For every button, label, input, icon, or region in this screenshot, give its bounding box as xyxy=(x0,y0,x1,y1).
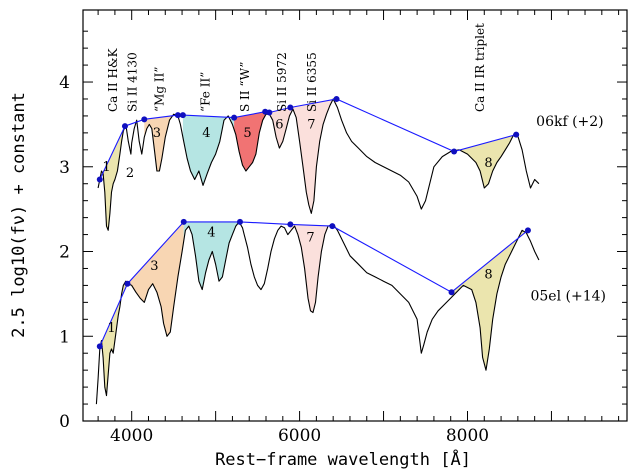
region-bottom-8 xyxy=(451,230,528,371)
region-label-bottom: 7 xyxy=(306,230,314,245)
region-label-top: 8 xyxy=(484,156,492,171)
region-top-7 xyxy=(290,98,337,214)
series-label-bottom: 05el (+14) xyxy=(530,289,606,305)
x-tick-label: 6000 xyxy=(278,426,321,446)
spectrum-line-bottom xyxy=(95,221,540,405)
plot-area: 1 2 3 4 5 6 7 8 06kf (+2) 1 3 4 7 8 05el (+14) Ca II H&… xyxy=(95,23,606,405)
anchor-point-bottom xyxy=(524,227,531,234)
region-bottom-3 xyxy=(127,221,184,337)
line-annotation: Si II 4130 xyxy=(126,52,140,112)
region-top-3 xyxy=(144,114,179,172)
y-tick-label: 2 xyxy=(59,243,70,263)
region-top-1 xyxy=(99,126,125,231)
y-tick-label: 4 xyxy=(59,73,70,93)
series-label-top: 06kf (+2) xyxy=(536,114,604,130)
region-label-top: 1 xyxy=(102,160,110,175)
line-annotation: S II “W” xyxy=(238,62,252,113)
anchor-point-top xyxy=(451,148,458,155)
axes: 4000 6000 8000 0 1 2 3 4 xyxy=(59,10,627,446)
anchor-point-top xyxy=(266,109,273,116)
line-annotation: Ca II H&K xyxy=(106,47,120,112)
anchor-point-top xyxy=(174,112,181,119)
anchor-point-top xyxy=(96,176,103,183)
x-tick-label: 4000 xyxy=(110,426,153,446)
anchor-point-bottom xyxy=(124,280,131,287)
line-annotation: “Mg II” xyxy=(152,66,166,112)
y-tick-label: 0 xyxy=(59,412,70,432)
y-tick-label: 1 xyxy=(59,327,70,347)
anchor-point-bottom xyxy=(329,223,336,230)
anchor-point-top xyxy=(141,116,148,123)
region-label-top: 3 xyxy=(153,126,161,141)
line-annotation: Si II 5972 xyxy=(275,52,289,112)
region-label-top: 4 xyxy=(202,126,210,141)
anchor-point-bottom xyxy=(448,289,455,296)
continuum-line-top xyxy=(99,98,517,180)
anchor-point-top xyxy=(333,95,340,102)
y-tick-label: 3 xyxy=(59,158,70,178)
anchor-point-top xyxy=(287,104,294,111)
region-top-8 xyxy=(454,134,517,188)
continuum-line-bottom xyxy=(99,221,529,347)
anchor-point-bottom xyxy=(96,343,103,350)
region-label-top: 2 xyxy=(126,166,134,181)
region-label-bottom: 3 xyxy=(150,259,158,274)
anchor-point-top xyxy=(121,123,128,130)
region-top-5 xyxy=(234,111,266,172)
region-label-top: 6 xyxy=(275,118,283,133)
region-label-top: 5 xyxy=(243,126,251,141)
region-label-bottom: 4 xyxy=(207,225,215,240)
x-tick-label: 8000 xyxy=(446,426,489,446)
anchor-point-top xyxy=(179,112,186,119)
region-label-top: 7 xyxy=(307,118,315,133)
line-annotation: “Fe II” xyxy=(199,72,213,112)
x-axis-label: Rest−frame wavelength [Å] xyxy=(215,448,471,470)
anchor-point-bottom xyxy=(236,218,243,225)
plot-frame xyxy=(82,9,628,422)
anchor-point-bottom xyxy=(180,218,187,225)
region-label-bottom: 8 xyxy=(484,268,492,283)
line-annotation: Ca II IR triplet xyxy=(473,23,487,112)
region-top-6 xyxy=(269,107,291,149)
anchor-point-top xyxy=(513,131,520,138)
spectrum-line-top xyxy=(97,98,540,231)
anchor-point-bottom xyxy=(287,221,294,228)
region-label-bottom: 1 xyxy=(107,321,115,336)
region-bottom-7 xyxy=(290,224,333,313)
anchor-point-top xyxy=(231,114,238,121)
line-annotation: Si II 6355 xyxy=(305,52,319,112)
y-axis-label: 2.5 log10(fν) + constant xyxy=(9,92,29,338)
region-bottom-1 xyxy=(99,281,128,396)
